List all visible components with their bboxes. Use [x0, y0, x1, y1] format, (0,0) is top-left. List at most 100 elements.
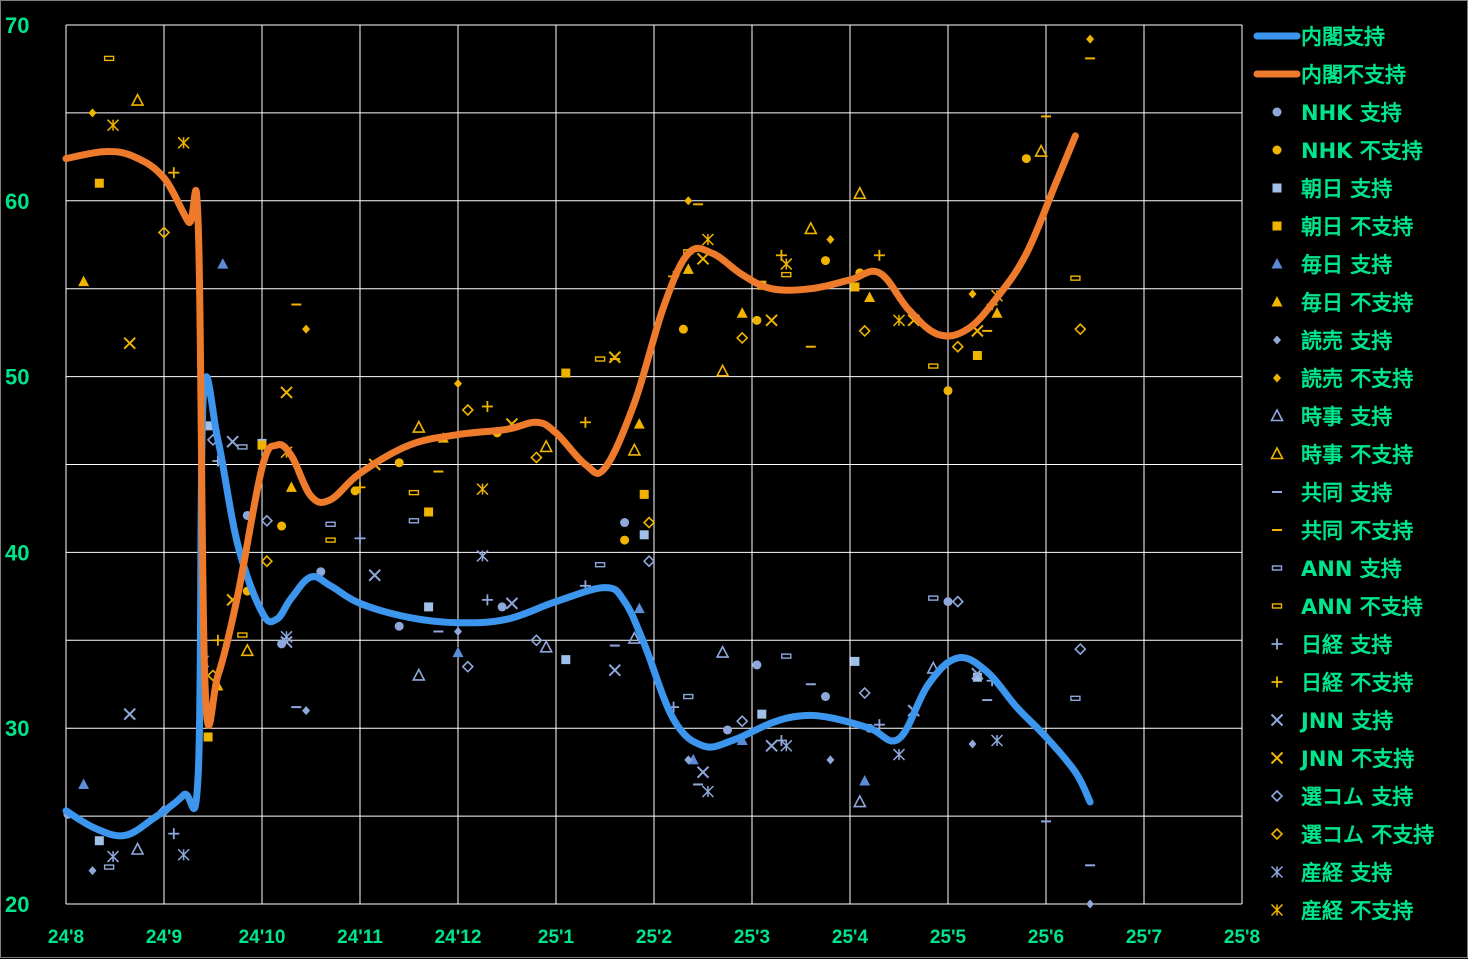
- data-point: [505, 597, 519, 610]
- legend-marker-swatch: [1270, 789, 1284, 803]
- legend-entry: 朝日 不支持: [1272, 215, 1413, 239]
- marker-circle: [943, 386, 953, 396]
- legend-entry: 産経 不支持: [1270, 899, 1413, 923]
- data-point: [350, 486, 360, 496]
- data-point: [752, 660, 762, 670]
- series-markers: [157, 433, 1087, 817]
- data-point: [280, 630, 293, 643]
- legend-marker-swatch: [1271, 638, 1283, 650]
- marker-square: [850, 282, 860, 292]
- data-point: [608, 663, 622, 677]
- data-point: [1021, 154, 1031, 164]
- marker-diamond-open: [951, 595, 964, 608]
- data-point: [873, 249, 885, 261]
- marker-circle: [1272, 145, 1282, 155]
- marker-square: [94, 836, 104, 846]
- marker-diamond-open: [260, 555, 274, 568]
- marker-diamond-open: [642, 516, 656, 529]
- series-line: [62, 132, 1079, 729]
- legend-entry: ANN 不支持: [1271, 595, 1423, 619]
- data-point: [212, 634, 224, 646]
- legend-marker-swatch: [1272, 221, 1282, 231]
- marker-diamond-open: [1270, 789, 1284, 803]
- legend-entry: 読売 支持: [1273, 329, 1392, 353]
- trend-lines: [62, 132, 1094, 840]
- legend-label: ANN 不支持: [1301, 595, 1423, 619]
- marker-triangle: [78, 275, 90, 287]
- marker-x-b: [226, 435, 239, 448]
- data-point: [394, 621, 404, 631]
- marker-triangle-open: [130, 92, 145, 106]
- data-point: [991, 307, 1003, 318]
- legend-entry: ANN 支持: [1271, 557, 1402, 581]
- marker-diamond: [684, 196, 693, 206]
- marker-triangle-open: [1270, 446, 1284, 460]
- marker-square: [424, 507, 434, 517]
- data-point: [682, 263, 694, 274]
- legend-label: 内閣不支持: [1301, 63, 1406, 87]
- legend-entry: 内閣不支持: [1253, 63, 1406, 87]
- legend-entry: 朝日 支持: [1272, 177, 1392, 201]
- marker-triangle: [78, 778, 90, 789]
- data-point: [130, 92, 145, 106]
- marker-dash-box: [928, 595, 939, 601]
- marker-circle: [752, 315, 762, 325]
- data-point: [633, 602, 645, 614]
- data-point: [968, 289, 977, 299]
- legend-entry: 時事 支持: [1270, 405, 1392, 429]
- legend-marker-swatch: [1271, 565, 1283, 571]
- data-point: [1086, 899, 1095, 909]
- data-point: [594, 356, 606, 362]
- legend-marker-swatch: [1270, 751, 1284, 765]
- data-point: [723, 725, 732, 735]
- marker-x-b: [123, 707, 136, 721]
- data-point: [1070, 695, 1081, 702]
- marker-diamond: [454, 627, 462, 637]
- x-tick-label: 25'6: [1028, 927, 1064, 948]
- data-point: [1070, 275, 1081, 281]
- data-point: [226, 435, 239, 448]
- marker-circle: [723, 725, 732, 735]
- legend-marker-swatch: [1270, 408, 1284, 422]
- data-point: [873, 719, 885, 731]
- legend-marker-swatch: [1272, 183, 1282, 193]
- data-point: [302, 706, 311, 716]
- marker-dash-box: [237, 444, 248, 450]
- data-point: [780, 258, 793, 271]
- marker-triangle-open: [803, 221, 818, 235]
- legend-label: 内閣支持: [1301, 25, 1385, 49]
- marker-diamond-open: [530, 451, 543, 464]
- marker-square: [639, 489, 649, 499]
- data-point: [684, 755, 693, 765]
- data-point: [497, 602, 507, 612]
- data-point: [696, 252, 710, 266]
- marker-diamond: [302, 706, 311, 716]
- marker-triangle-open: [539, 639, 554, 653]
- data-point: [858, 686, 871, 700]
- marker-x-b: [280, 386, 293, 399]
- legend-entry: 毎日 不支持: [1271, 291, 1413, 315]
- x-tick-label: 25'3: [734, 927, 770, 948]
- legend-marker-swatch: [1271, 603, 1283, 609]
- marker-triangle: [864, 291, 876, 302]
- legend-label: 毎日 不支持: [1301, 291, 1413, 315]
- legend-entry: 毎日 支持: [1271, 253, 1392, 277]
- data-point: [1074, 323, 1087, 336]
- data-point: [539, 439, 554, 453]
- marker-dash-box: [1271, 603, 1283, 609]
- data-point: [642, 516, 656, 529]
- legend-label: JNN 支持: [1299, 709, 1393, 733]
- data-point: [736, 715, 749, 728]
- marker-x-b: [696, 252, 710, 266]
- data-point: [968, 739, 977, 749]
- marker-triangle: [285, 481, 297, 492]
- marker-square: [1272, 183, 1282, 193]
- legend-label: 産経 支持: [1301, 861, 1392, 885]
- data-point: [678, 324, 688, 334]
- legend-entry: 共同 支持: [1272, 481, 1392, 505]
- scatter-markers: [63, 34, 1096, 909]
- marker-diamond: [88, 866, 97, 876]
- data-point: [130, 841, 145, 855]
- data-point: [88, 866, 97, 876]
- series-markers: [242, 154, 1031, 596]
